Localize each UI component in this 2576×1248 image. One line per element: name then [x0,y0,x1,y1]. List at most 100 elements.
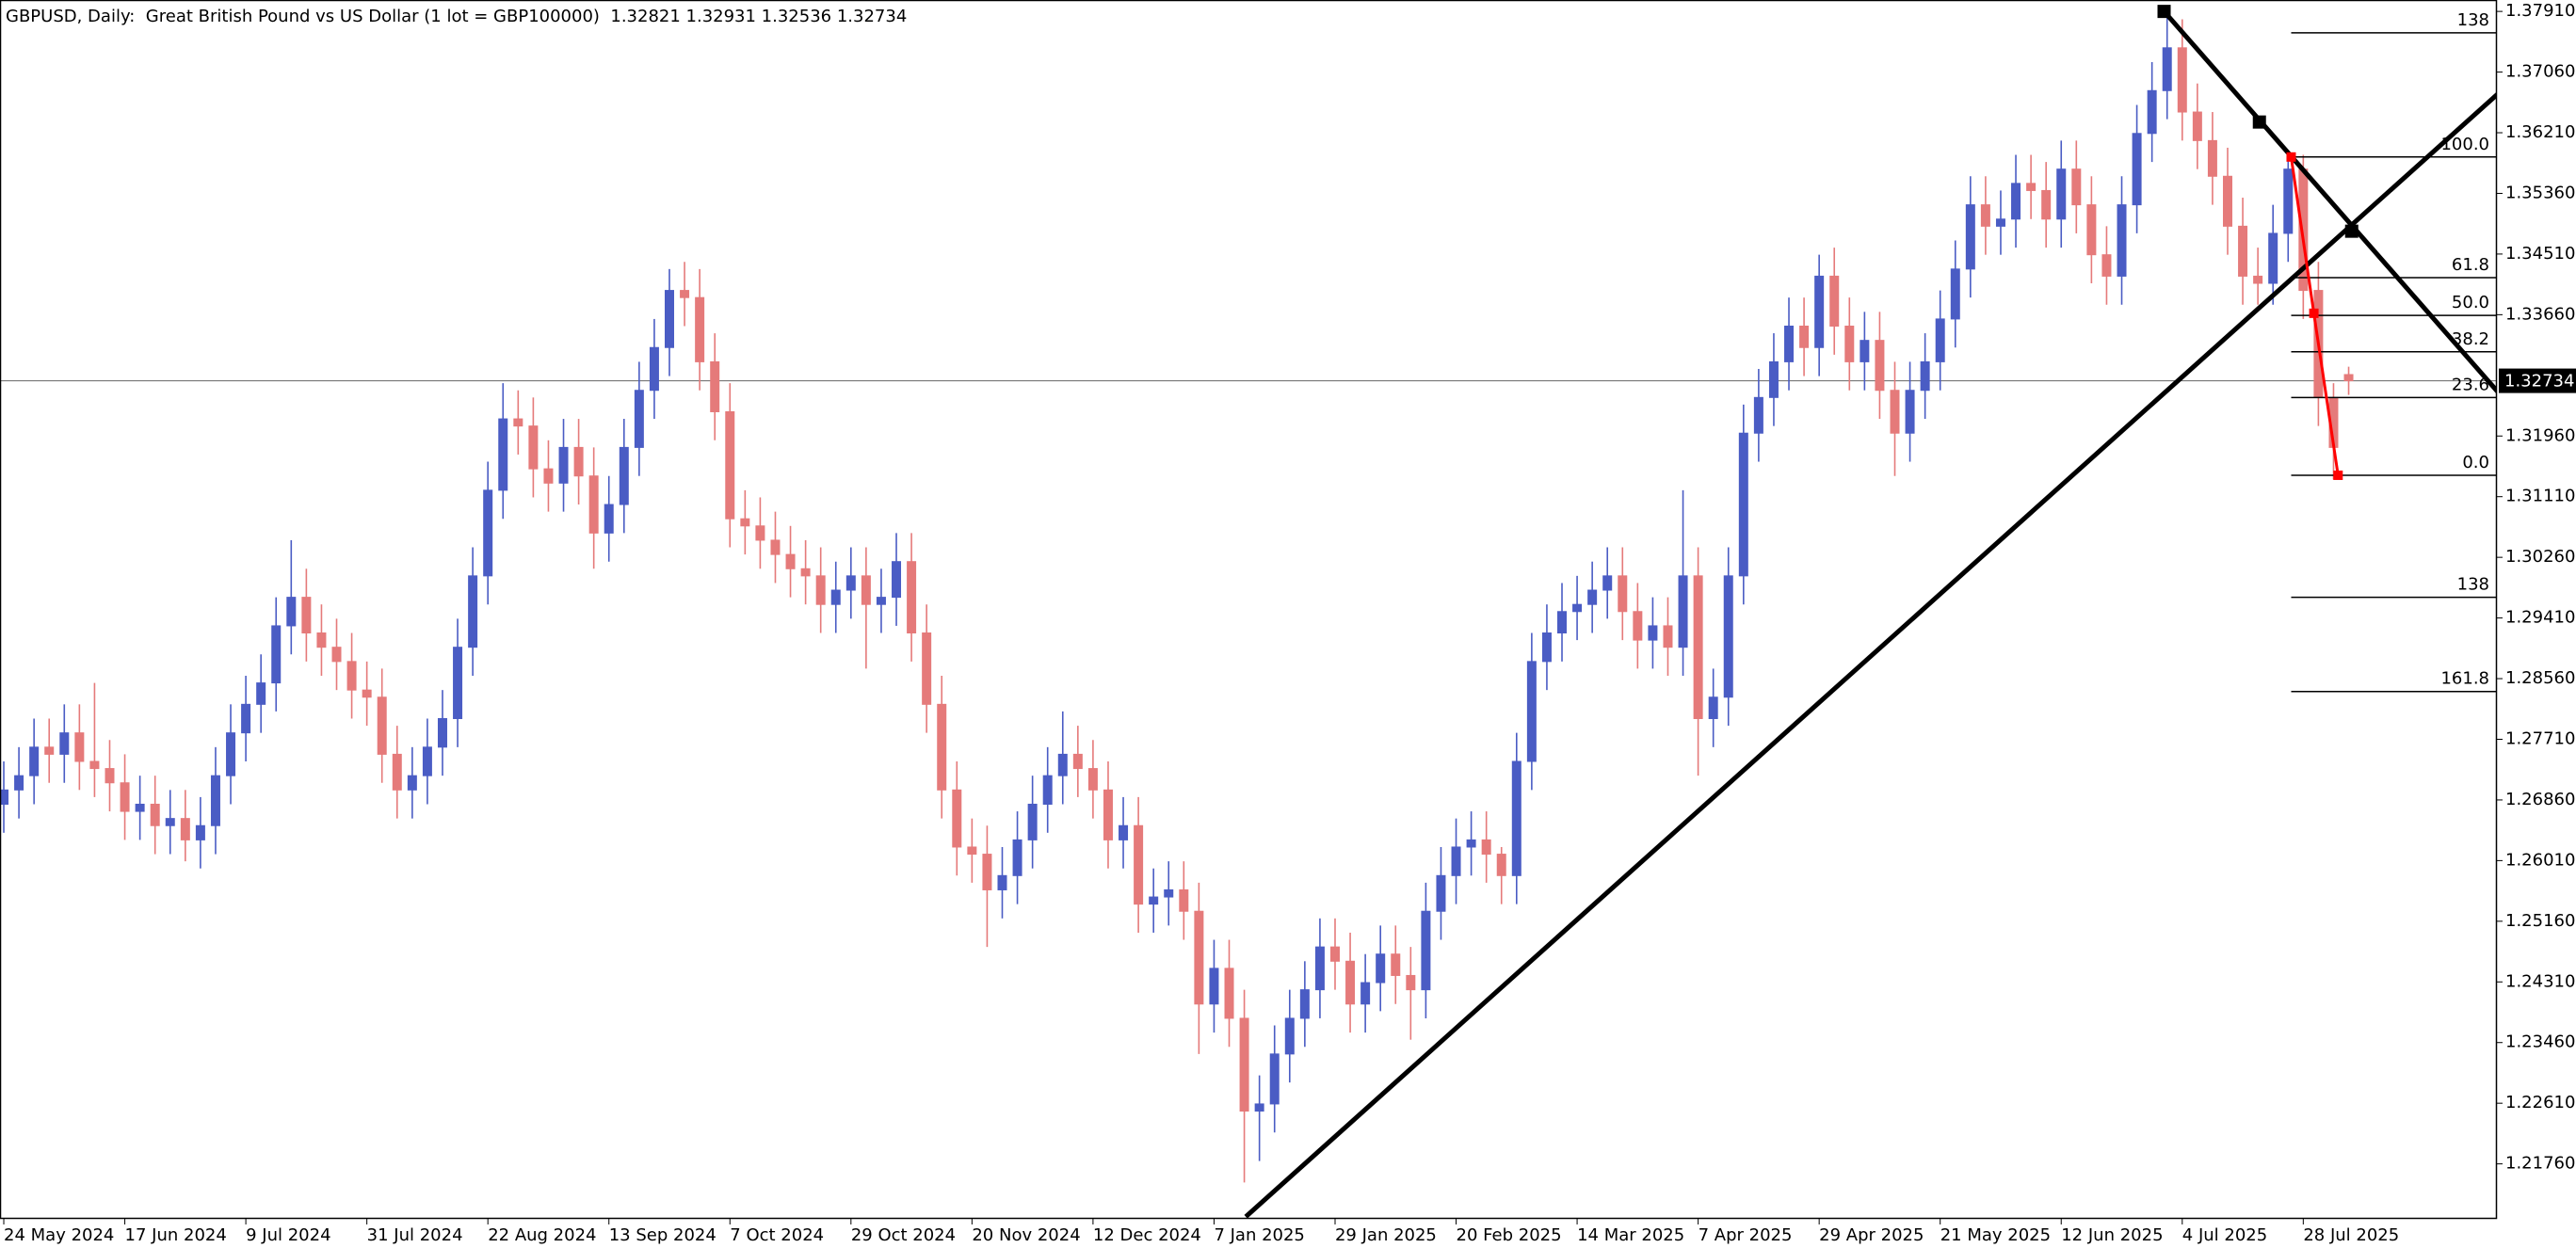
candle-body [2268,232,2278,284]
candle-body [2132,133,2142,206]
candle-body [2177,47,2187,113]
y-tick-label: 1.22610 [2505,1093,2575,1112]
candle-body [1572,603,1583,613]
candle-body [1814,275,1825,348]
y-tick-label: 1.34510 [2505,244,2575,264]
candle-body [1042,775,1053,805]
candle-body [1935,318,1945,362]
candle-body [1541,632,1552,663]
candle-body [2071,168,2082,206]
candle-body [876,597,886,605]
candle-body [619,446,629,505]
y-tick-label: 1.31110 [2505,487,2575,506]
candle-body [1587,589,1598,605]
x-tick-label: 21 May 2025 [1940,1225,2051,1245]
candle-body [845,575,856,591]
candle-body [2041,189,2052,220]
candle-body [1844,325,1855,362]
candle-body [1920,360,1930,392]
x-tick-label: 17 Jun 2024 [125,1225,227,1245]
candle-body [407,775,417,791]
y-tick-label: 1.35360 [2505,183,2575,202]
candle-body [800,568,811,577]
candle-body [634,390,644,448]
x-tick-label: 20 Nov 2024 [972,1225,1080,1245]
candle-body [1072,753,1083,770]
candle-body [2086,204,2097,256]
candle-body [468,575,478,648]
y-tick-label: 1.29410 [2505,608,2575,628]
x-tick-label: 29 Apr 2025 [1819,1225,1924,1245]
candle-body [573,446,584,477]
y-tick-label: 1.27710 [2505,728,2575,748]
candle-body [725,410,735,520]
candle-body [1784,325,1795,362]
candle-body [1466,839,1476,848]
candle-body [301,597,312,634]
candle-body [892,561,902,599]
candle-body [483,489,493,577]
candle-body [1299,989,1310,1019]
y-tick-label: 1.24310 [2505,971,2575,991]
candle-body [815,575,826,605]
candle-body [105,768,115,784]
candle-body [861,575,871,605]
candle-body [331,647,342,663]
candle-body [1314,946,1325,991]
candle-body [271,625,282,684]
candle-body [2101,254,2112,277]
candle-body [165,818,175,826]
candle-body [1678,575,1688,648]
candle-body [29,746,40,776]
y-tick-label: 1.33660 [2505,304,2575,324]
candle-body [1103,789,1113,840]
candle-body [256,682,266,705]
trendline-anchor [2252,115,2266,129]
candle-body [59,732,70,755]
candle-body [1799,325,1810,348]
candle-body [1164,888,1174,898]
candle-body [2162,47,2172,91]
candle-body [1239,1017,1249,1112]
candle-body [1087,768,1098,791]
candle-body [392,753,402,791]
candle-body [1602,575,1613,591]
candle-body [1708,696,1718,720]
candle-body [588,475,599,534]
candle-body [1194,910,1204,1005]
candle-body [453,647,463,720]
candle-body [1345,960,1356,1005]
candle-body [120,782,130,812]
candle-body [1284,1017,1295,1055]
candle-body [649,346,659,392]
candle-body [1421,910,1431,991]
candle-body [1890,390,1900,434]
candle-body [740,518,750,527]
x-tick-label: 9 Jul 2024 [246,1225,330,1245]
candle-body [2056,168,2067,220]
candle-body [210,775,220,826]
trendline-anchor [2344,224,2359,238]
candle-body [422,746,432,776]
candle-body [377,696,387,755]
y-tick-label: 1.37910 [2505,1,2575,21]
y-tick-label: 1.21760 [2505,1154,2575,1174]
candle-body [2343,374,2354,382]
candle-body [1693,575,1703,720]
candle-body [1860,340,1870,362]
candle-body [1905,390,1915,434]
y-tick-label: 1.36210 [2505,122,2575,142]
candle-body [1618,575,1628,613]
zigzag-point [2309,308,2319,318]
candle-body [1875,340,1885,392]
candle-body [558,446,569,484]
x-tick-label: 14 Mar 2025 [1577,1225,1684,1245]
y-tick-label: 1.31960 [2505,425,2575,445]
candle-body [1511,760,1521,876]
y-tick-label: 1.37060 [2505,62,2575,82]
plot-area [0,5,2497,1219]
candle-body [1768,360,1779,398]
candle-body [1753,396,1763,434]
